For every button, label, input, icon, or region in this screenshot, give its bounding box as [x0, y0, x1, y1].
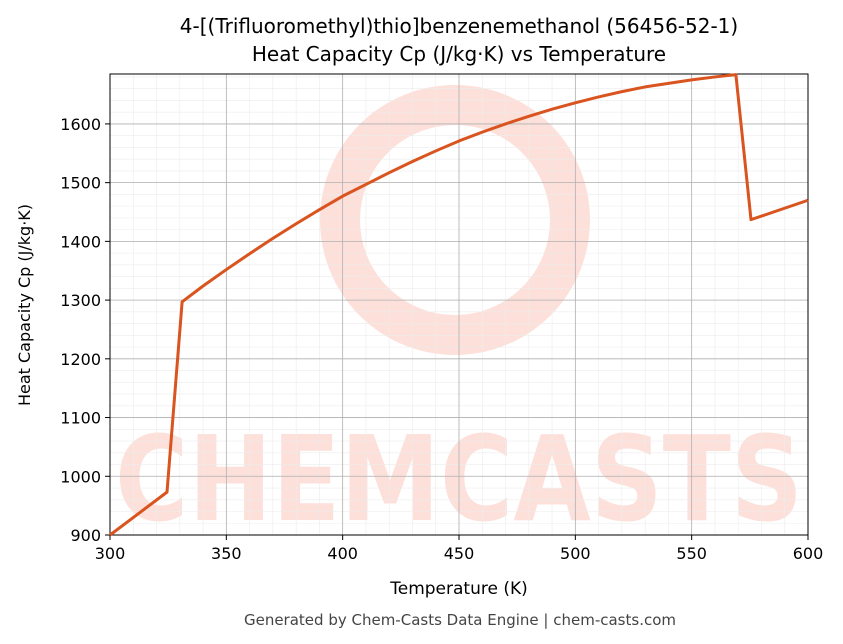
y-tick-label: 1100 [60, 409, 101, 428]
chart-title: 4-[(Trifluoromethyl)thio]benzenemethanol… [180, 14, 738, 38]
y-axis-label: Heat Capacity Cp (J/kg·K) [15, 204, 34, 406]
y-tick-label: 1000 [60, 467, 101, 486]
watermark-logo [320, 85, 590, 355]
x-tick-label: 400 [327, 544, 358, 563]
chart-subtitle: Heat Capacity Cp (J/kg·K) vs Temperature [252, 42, 666, 66]
y-tick-label: 1400 [60, 232, 101, 251]
y-tick-label: 1600 [60, 115, 101, 134]
y-tick-label: 1200 [60, 350, 101, 369]
x-tick-label: 350 [211, 544, 242, 563]
footer: Generated by Chem-Casts Data Engine | ch… [244, 611, 676, 629]
x-tick-label: 450 [444, 544, 475, 563]
y-tick-label: 900 [70, 526, 101, 545]
x-tick-label: 500 [560, 544, 591, 563]
x-tick-label: 300 [95, 544, 126, 563]
y-tick-label: 1300 [60, 291, 101, 310]
plot-frame [109, 73, 809, 536]
y-tick-label: 1500 [60, 174, 101, 193]
x-axis-label: Temperature (K) [389, 579, 528, 599]
x-tick-label: 550 [676, 544, 707, 563]
x-tick-label: 600 [793, 544, 824, 563]
data-line [109, 73, 809, 537]
